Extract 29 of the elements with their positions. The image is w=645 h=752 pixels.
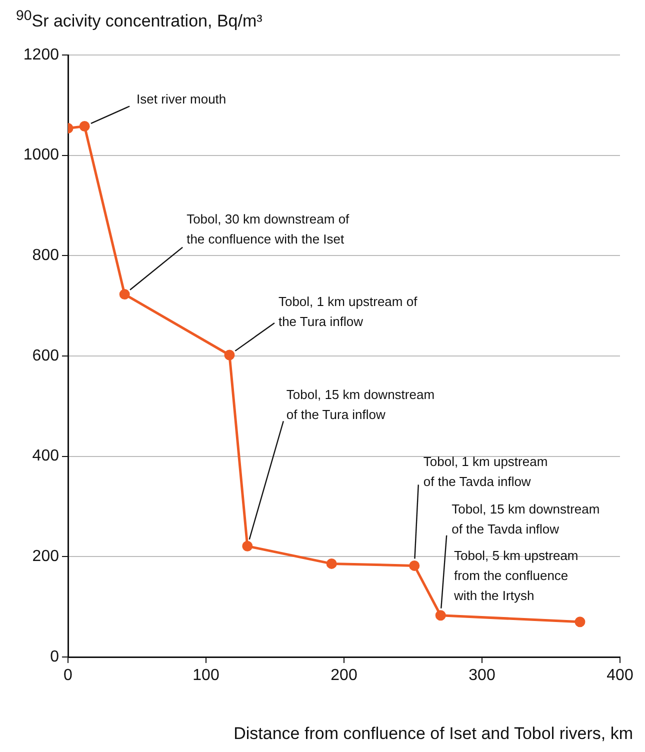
point (79, 120, 90, 132)
y-tick-label: 800 (32, 247, 60, 264)
annotation: Tobol, 5 km upstream from the confluence with the Irtysh (452, 548, 578, 603)
x-axis-title: Distance from confluence of Iset and Tobol rivers, km (234, 724, 633, 744)
point (242, 540, 253, 552)
y-axis-title: $^{90}$Sr acivity concentration, Bq/m³ (16, 8, 262, 32)
point (409, 560, 420, 571)
y-tick-label: 400 (32, 448, 60, 465)
y-tick-label: 600 (32, 347, 60, 364)
annotation: Tobol, 15 km downstream of the Tavda inflow (452, 501, 600, 536)
point (326, 558, 337, 569)
annotation: Tobol, 1 km upstream of the Tavda inflow (423, 454, 548, 489)
point (224, 350, 235, 360)
annotation: Tobol, 15 km downstream of the Tura inflow (286, 387, 435, 422)
x-tick-label: 0 (64, 667, 73, 684)
annotation: Tobol, 30 km downstream of the confluence with the Iset (186, 211, 350, 246)
annotation: Iset river mouth (136, 91, 226, 106)
annotation: Tobol, 1 km upstream of the Tura inflow (278, 294, 418, 330)
point (435, 610, 446, 621)
x-tick-label: 400 (606, 667, 634, 684)
x-tick-label: 300 (468, 667, 496, 684)
point (119, 289, 130, 300)
y-tick-label: 1000 (23, 146, 60, 164)
x-tick-label: 200 (330, 667, 358, 684)
y-tick-label: 1200 (23, 46, 60, 64)
x-tick-label: 100 (192, 667, 220, 684)
y-tick-label: 200 (32, 548, 60, 566)
point (574, 616, 586, 628)
y-tick-label: 0 (50, 648, 60, 666)
